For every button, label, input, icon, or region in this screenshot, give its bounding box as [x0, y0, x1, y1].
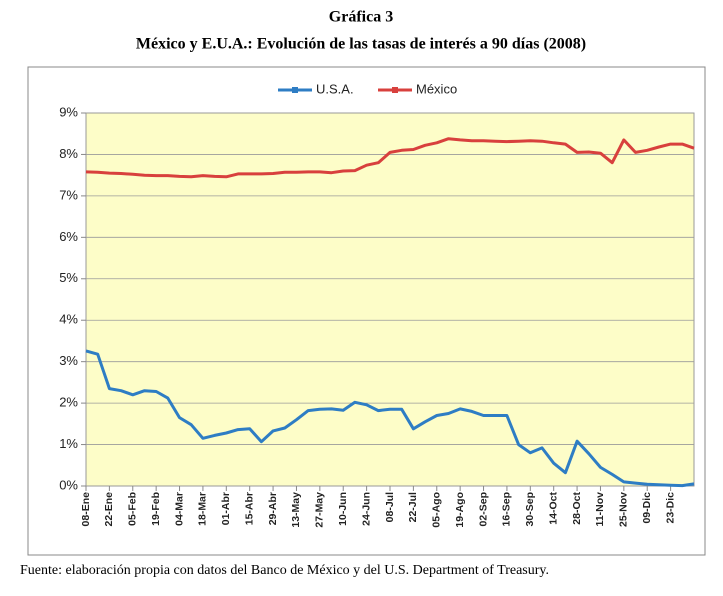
x-tick-label: 22-Ene — [103, 492, 115, 527]
x-tick-label: 19-Ago — [454, 492, 466, 528]
x-tick-label: 01-Abr — [220, 492, 232, 525]
y-tick-label: 4% — [59, 312, 78, 327]
x-tick-label: 30-Sep — [524, 492, 536, 526]
y-tick-label: 8% — [59, 146, 78, 161]
x-tick-label: 19-Feb — [150, 492, 162, 526]
x-tick-label: 24-Jun — [360, 492, 372, 526]
legend-label: México — [416, 81, 457, 96]
source-note: Fuente: elaboración propia con datos del… — [20, 563, 549, 578]
series-line — [85, 137, 695, 179]
x-tick-label: 10-Jun — [337, 492, 349, 526]
x-tick-label: 16-Sep — [501, 492, 513, 526]
legend-marker — [292, 87, 298, 93]
chart-subtitle: México y E.U.A.: Evolución de las tasas … — [136, 36, 586, 53]
x-tick-label: 08-Jul — [384, 492, 396, 522]
x-tick-label: 29-Abr — [267, 492, 279, 525]
legend-marker — [392, 87, 398, 93]
y-tick-label: 0% — [59, 477, 78, 492]
x-tick-label: 05-Feb — [127, 492, 139, 526]
y-tick-label: 2% — [59, 395, 78, 410]
x-tick-label: 15-Abr — [243, 492, 255, 525]
x-tick-label: 11-Nov — [594, 492, 606, 527]
x-tick-label: 14-Oct — [547, 492, 559, 525]
legend-label: U.S.A. — [316, 81, 354, 96]
x-tick-label: 13-May — [290, 492, 302, 528]
y-tick-label: 9% — [59, 104, 78, 119]
x-tick-label: 08-Ene — [80, 492, 92, 527]
x-tick-label: 02-Sep — [477, 492, 489, 526]
x-tick-label: 05-Ago — [431, 492, 443, 528]
x-tick-label: 22-Jul — [407, 492, 419, 522]
y-tick-label: 5% — [59, 270, 78, 285]
x-tick-label: 18-Mar — [197, 492, 209, 526]
x-tick-label: 25-Nov — [618, 492, 630, 527]
x-tick-label: 09-Dic — [641, 492, 653, 524]
y-tick-label: 7% — [59, 187, 78, 202]
y-tick-label: 6% — [59, 229, 78, 244]
series-line — [85, 349, 695, 488]
x-tick-label: 28-Oct — [571, 492, 583, 525]
x-tick-label: 23-Dic — [664, 492, 676, 524]
plot-area — [85, 112, 695, 487]
x-tick-label: 04-Mar — [173, 492, 185, 526]
chart-title: Gráfica 3 — [329, 9, 393, 26]
y-tick-label: 3% — [59, 353, 78, 368]
y-tick-label: 1% — [59, 436, 78, 451]
x-tick-label: 27-May — [314, 492, 326, 528]
